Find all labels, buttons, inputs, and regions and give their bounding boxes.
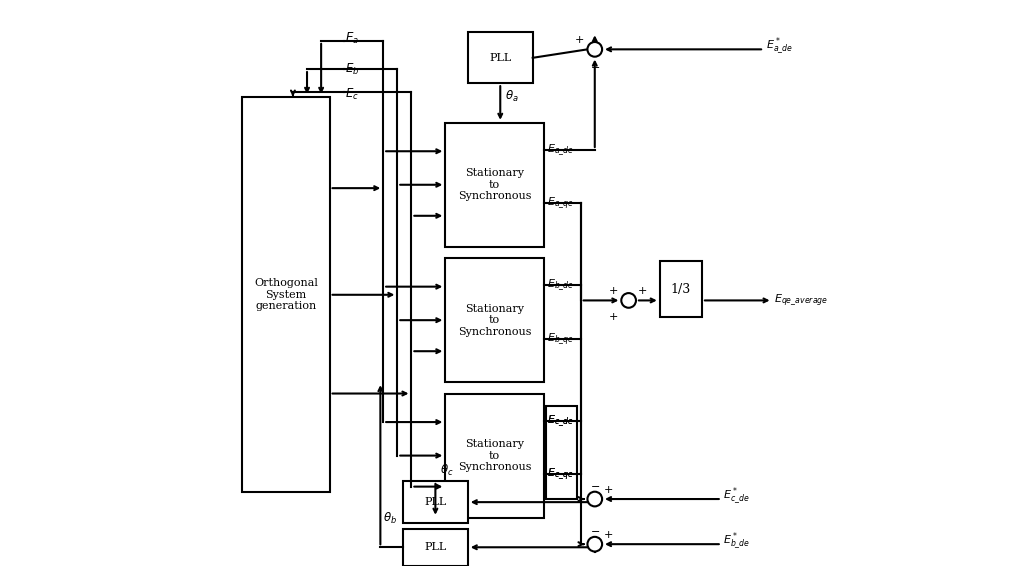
Text: $E_{b\_qe}$: $E_{b\_qe}$	[547, 331, 574, 346]
Text: +: +	[603, 530, 613, 540]
Text: $-$: $-$	[589, 61, 599, 71]
Text: $-$: $-$	[589, 525, 599, 535]
Text: $\theta_c$: $\theta_c$	[440, 463, 453, 478]
Text: $E_{c\_de}^*$: $E_{c\_de}^*$	[723, 485, 750, 507]
FancyBboxPatch shape	[445, 393, 544, 518]
Text: +: +	[638, 286, 647, 297]
Text: Stationary
to
Synchronous: Stationary to Synchronous	[458, 439, 532, 472]
Text: Stationary
to
Synchronous: Stationary to Synchronous	[458, 303, 532, 337]
Text: +: +	[603, 485, 613, 495]
Circle shape	[587, 537, 602, 552]
FancyBboxPatch shape	[445, 258, 544, 382]
Text: Stationary
to
Synchronous: Stationary to Synchronous	[458, 168, 532, 201]
Text: $E_{c\_de}$: $E_{c\_de}$	[547, 413, 573, 429]
Circle shape	[587, 492, 602, 506]
Text: $\theta_a$: $\theta_a$	[504, 89, 519, 104]
Text: 1/3: 1/3	[671, 282, 691, 295]
FancyBboxPatch shape	[403, 529, 468, 566]
Text: $E_{a\_de}^*$: $E_{a\_de}^*$	[766, 36, 793, 57]
FancyBboxPatch shape	[445, 122, 544, 247]
FancyBboxPatch shape	[403, 481, 468, 523]
Text: +: +	[609, 286, 619, 297]
Text: $E_{qe\_average}$: $E_{qe\_average}$	[774, 293, 828, 308]
FancyBboxPatch shape	[660, 261, 702, 318]
Text: PLL: PLL	[424, 497, 447, 507]
Text: $\theta_b$: $\theta_b$	[383, 511, 398, 526]
Text: $-$: $-$	[589, 480, 599, 490]
Text: $E_c$: $E_c$	[345, 87, 359, 102]
Circle shape	[587, 42, 602, 57]
Circle shape	[622, 293, 636, 308]
Text: +: +	[575, 35, 584, 45]
FancyBboxPatch shape	[468, 32, 533, 83]
Text: PLL: PLL	[489, 53, 512, 63]
Text: $E_{a\_de}$: $E_{a\_de}$	[547, 142, 574, 158]
Text: $E_a$: $E_a$	[345, 31, 359, 45]
FancyBboxPatch shape	[242, 98, 330, 492]
Text: +: +	[609, 312, 619, 322]
FancyBboxPatch shape	[546, 406, 577, 499]
Text: $E_{b\_de}^*$: $E_{b\_de}^*$	[723, 531, 751, 552]
Text: $E_{c\_qe}$: $E_{c\_qe}$	[547, 466, 573, 482]
Text: $E_{b\_de}$: $E_{b\_de}$	[547, 278, 574, 293]
Text: Orthogonal
System
generation: Orthogonal System generation	[254, 278, 318, 311]
Text: $E_{a\_qe}$: $E_{a\_qe}$	[547, 196, 574, 211]
Text: $E_{c\_de}$: $E_{c\_de}$	[547, 413, 573, 429]
Text: $E_{c\_qe}$: $E_{c\_qe}$	[547, 466, 573, 482]
Text: $E_b$: $E_b$	[345, 62, 359, 77]
Text: PLL: PLL	[424, 542, 447, 552]
